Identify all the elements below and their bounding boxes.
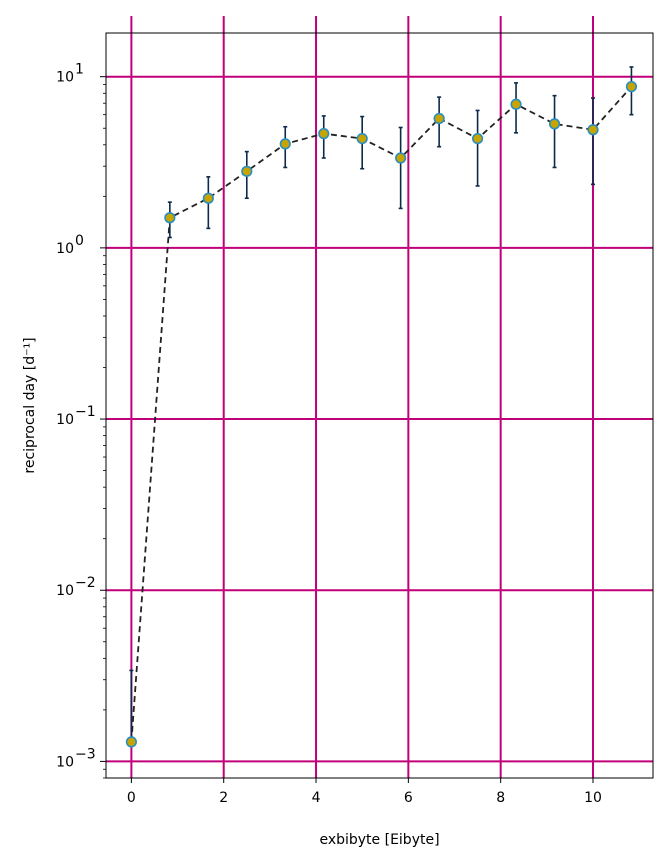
data-point [625,81,638,93]
point-layer [125,81,638,748]
y-tick-label: 10 [56,241,74,257]
data-point [125,736,137,748]
y-tick-label: 10 [56,412,74,428]
y-tick-exponent: 1 [75,62,84,78]
y-tick-label: 10 [56,583,74,599]
line-layer [130,86,633,742]
x-tick-label: 8 [496,790,505,806]
data-point [279,138,291,150]
x-tick-label: 2 [219,790,228,806]
y-tick-label: 10 [56,754,74,770]
series-line [130,86,633,742]
grid-layer [106,16,653,778]
x-tick-label: 6 [404,790,413,806]
x-tick-label: 10 [584,790,602,806]
data-point [164,212,176,224]
y-tick-exponent: −2 [75,575,96,591]
y-tick-label: 10 [56,70,74,86]
y-axis-label: reciprocal day [d⁻¹] [22,337,38,473]
data-point [548,118,561,130]
data-point [510,98,522,110]
x-tick-label: 0 [127,790,136,806]
x-axis-label: exbibyte [Eibyte] [319,832,439,848]
y-tick-exponent: −1 [75,404,96,420]
data-point [356,132,368,145]
data-point [395,152,407,164]
data-point [241,165,253,177]
data-point [433,112,445,125]
data-point [202,192,214,204]
data-point [318,128,330,140]
data-point [471,132,484,145]
y-tick-exponent: 0 [75,233,84,249]
data-point [587,124,599,136]
x-tick-label: 4 [312,790,321,806]
errorbar-layer [129,66,634,743]
y-tick-exponent: −3 [75,746,96,762]
plot-frame [105,32,654,779]
